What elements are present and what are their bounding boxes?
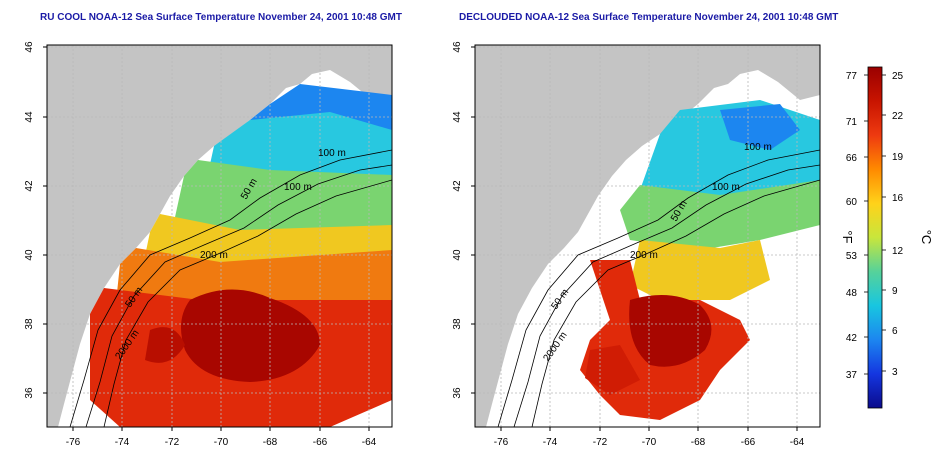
celsius-tick: 16 [892, 193, 904, 204]
fahrenheit-tick: 66 [846, 153, 858, 164]
fahrenheit-tick: 60 [846, 197, 858, 208]
x-tick-label: -66 [313, 437, 328, 448]
fahrenheit-unit-label: °F [840, 230, 855, 243]
y-tick-label: 40 [24, 249, 35, 261]
y-tick-label: 38 [24, 318, 35, 330]
x-tick-label: -68 [691, 437, 706, 448]
bathymetry-contours [497, 149, 820, 427]
fahrenheit-tick: 48 [846, 288, 858, 299]
contour-label: 200 m [200, 250, 228, 261]
contour-label: 200 m [630, 250, 658, 261]
contour-label: 100 m [284, 182, 312, 193]
right-panel-title: DECLOUDED NOAA-12 Sea Surface Temperatur… [459, 12, 839, 23]
y-tick-label: 42 [452, 180, 463, 192]
right-map: 100 m 100 m 50 m 200 m 50 m 2000 m -76 -… [452, 41, 821, 448]
x-tick-label: -70 [214, 437, 229, 448]
sst-blue-patch [720, 104, 800, 150]
x-tick-label: -70 [642, 437, 657, 448]
left-map: 50 m 100 m 100 m 200 m 50 m 2000 m -76 -… [24, 41, 393, 448]
x-tick-label: -72 [593, 437, 608, 448]
sst-red-patch [585, 345, 640, 395]
left-plot-frame [46, 44, 393, 428]
grid-lines [47, 45, 392, 427]
fahrenheit-tick: 42 [846, 333, 858, 344]
fahrenheit-tick: 77 [846, 71, 858, 82]
fahrenheit-tick: 71 [846, 117, 858, 128]
missing-data-edge [330, 400, 392, 427]
x-tick-label: -68 [263, 437, 278, 448]
fahrenheit-tick: 53 [846, 251, 858, 262]
sst-green-band [620, 180, 820, 250]
land-mass [47, 45, 392, 427]
fahrenheit-tick: 37 [846, 370, 858, 381]
sst-dark-red-patch [145, 327, 185, 363]
y-tick-label: 38 [452, 318, 463, 330]
y-tick-label: 40 [452, 249, 463, 261]
y-tick-label: 46 [452, 41, 463, 53]
contour-label: 100 m [318, 148, 346, 159]
x-tick-label: -64 [790, 437, 805, 448]
colorbar: 77 71 66 60 53 48 42 37 25 22 19 16 12 9… [840, 66, 934, 409]
contour-label: 100 m [712, 182, 740, 193]
x-tick-label: -66 [741, 437, 756, 448]
y-tick-label: 36 [452, 387, 463, 399]
celsius-tick: 22 [892, 111, 904, 122]
bathymetry-contours [69, 149, 392, 427]
y-tick-label: 44 [24, 111, 35, 123]
celsius-tick: 19 [892, 152, 904, 163]
sst-dark-red-core [629, 295, 712, 367]
contour-label: 100 m [744, 142, 772, 153]
left-panel-title: RU COOL NOAA-12 Sea Surface Temperature … [40, 12, 402, 23]
celsius-unit-label: °C [919, 230, 934, 245]
y-tick-label: 44 [452, 111, 463, 123]
celsius-tick: 25 [892, 71, 904, 82]
colorbar-gradient [867, 66, 883, 409]
x-tick-label: -76 [66, 437, 81, 448]
x-tick-label: -64 [362, 437, 377, 448]
y-tick-label: 36 [24, 387, 35, 399]
right-plot-frame [474, 44, 821, 428]
x-tick-label: -72 [165, 437, 180, 448]
celsius-tick: 12 [892, 246, 904, 257]
y-tick-label: 42 [24, 180, 35, 192]
land-mass [475, 45, 820, 427]
celsius-tick: 3 [892, 367, 898, 378]
grid-lines [475, 45, 820, 427]
sst-dark-red-core [181, 289, 320, 382]
y-tick-label: 46 [24, 41, 35, 53]
x-tick-label: -74 [115, 437, 130, 448]
celsius-tick: 9 [892, 286, 898, 297]
x-tick-label: -74 [543, 437, 558, 448]
celsius-tick: 6 [892, 326, 898, 337]
x-tick-label: -76 [494, 437, 509, 448]
